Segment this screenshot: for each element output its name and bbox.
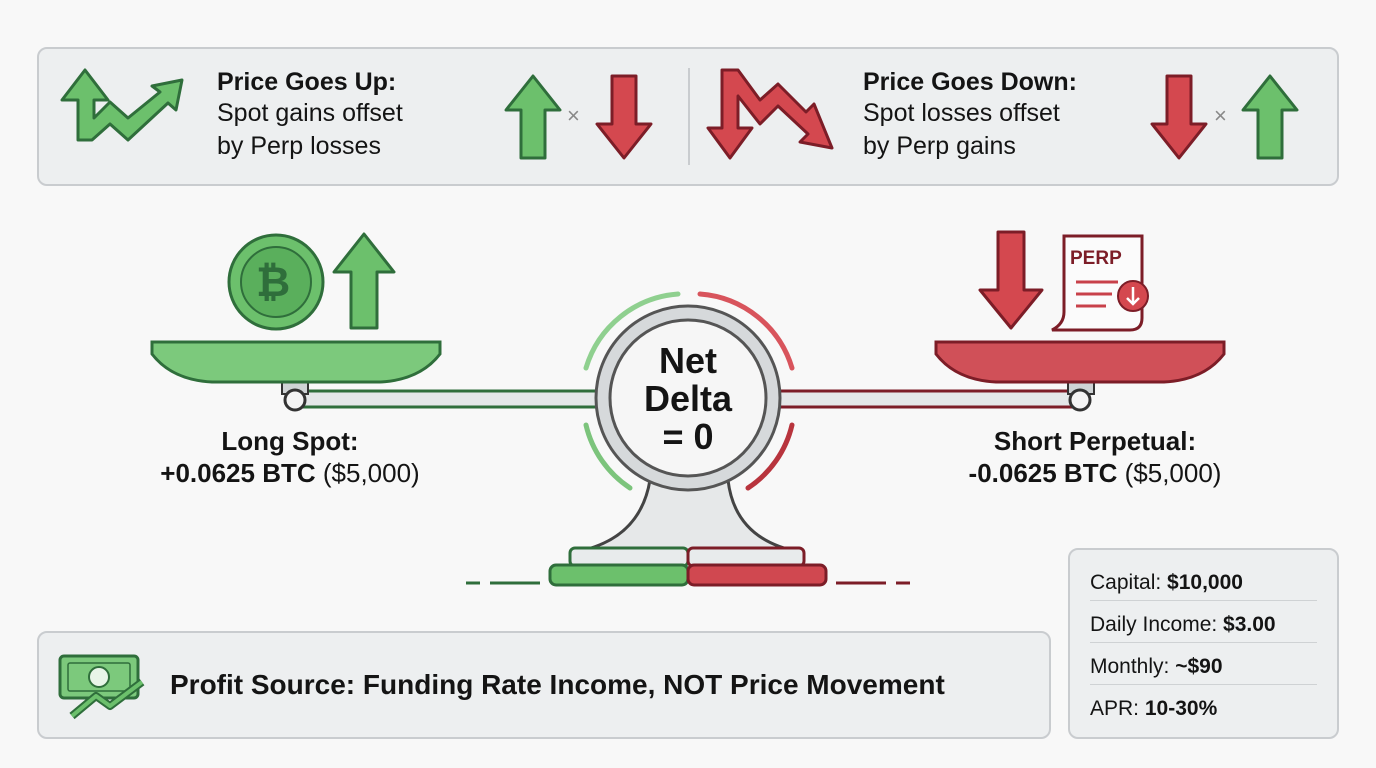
stat-value: $10,000 [1167,571,1243,594]
short-perp-title: Short Perpetual: [993,426,1197,456]
stat-capital: Capital: $10,000 [1090,566,1317,601]
price-down-scenario: Price Goes Down: Spot losses offset by P… [863,68,1077,163]
stat-value: ~$90 [1175,655,1223,678]
trend-up-icon [60,68,184,142]
stat-apr: APR: 10-30% [1090,692,1317,726]
base-plate-red [686,563,828,587]
stat-label: Daily Income: [1090,613,1224,636]
left-pivot [283,388,307,412]
long-spot-amount: +0.0625 BTC [160,458,316,488]
stat-daily-income: Daily Income: $3.00 [1090,608,1317,643]
stat-value: 10-30% [1144,697,1218,720]
net-delta-label: Net Delta = 0 [610,342,766,456]
price-up-line2: by Perp losses [217,132,381,160]
green-arc-bottom [583,422,633,491]
right-scale-pan [934,340,1226,384]
stand-base-left [568,546,690,568]
stat-label: Capital: [1090,571,1168,594]
times-symbol: × [567,103,580,128]
green-arc-top [583,291,681,371]
arrow-down-icon [1150,74,1208,160]
short-perp-value: ($5,000) [1124,458,1222,488]
left-scale-pan [150,340,442,384]
perp-label: PERP [1070,248,1122,269]
scale-beam-right [764,389,1084,409]
base-plate-green [548,563,690,587]
arrow-up-icon [504,74,562,160]
red-arc-top [697,291,795,371]
net-delta-line2: Delta [643,378,733,419]
net-delta-line1: Net [658,340,717,381]
red-arc-bottom [745,422,795,491]
stat-value: $3.00 [1223,613,1276,636]
arrow-up-icon [332,232,396,330]
right-pivot [1068,388,1092,412]
long-spot-title: Long Spot: [221,426,359,456]
stat-monthly: Monthly: ~$90 [1090,650,1317,685]
arrow-up-icon [1241,74,1299,160]
profit-source-banner: Profit Source: Funding Rate Income, NOT … [37,631,1051,739]
perp-contract-document-icon [1051,234,1149,332]
net-delta-dial-inner [608,318,768,478]
stat-label: Monthly: [1090,655,1176,678]
short-perp-label: Short Perpetual: -0.0625 BTC ($5,000) [905,425,1285,489]
price-up-scenario: Price Goes Up: Spot gains offset by Perp… [217,68,403,163]
bitcoin-symbol: ₿ [256,258,291,305]
stand-base-right [686,546,806,568]
price-up-title: Price Goes Up: [217,68,397,96]
short-perp-amount: -0.0625 BTC [968,458,1118,488]
arrow-down-icon [595,74,653,160]
stat-label: APR: [1090,697,1145,720]
trend-down-icon [706,68,834,160]
net-delta-line3: = 0 [662,416,714,457]
scale-beam-left [288,389,612,409]
stats-box: Capital: $10,000 Daily Income: $3.00 Mon… [1068,548,1339,739]
long-spot-value: ($5,000) [322,458,420,488]
long-spot-label: Long Spot: +0.0625 BTC ($5,000) [100,425,480,489]
price-down-line1: Spot losses offset [863,99,1060,127]
profit-source-text: Profit Source: Funding Rate Income, NOT … [170,669,945,700]
bitcoin-coin-icon [227,233,325,331]
price-up-line1: Spot gains offset [217,99,403,127]
price-down-line2: by Perp gains [863,132,1016,160]
times-symbol: × [1214,103,1227,128]
price-down-title: Price Goes Down: [863,68,1077,96]
arrow-down-icon [978,230,1044,330]
